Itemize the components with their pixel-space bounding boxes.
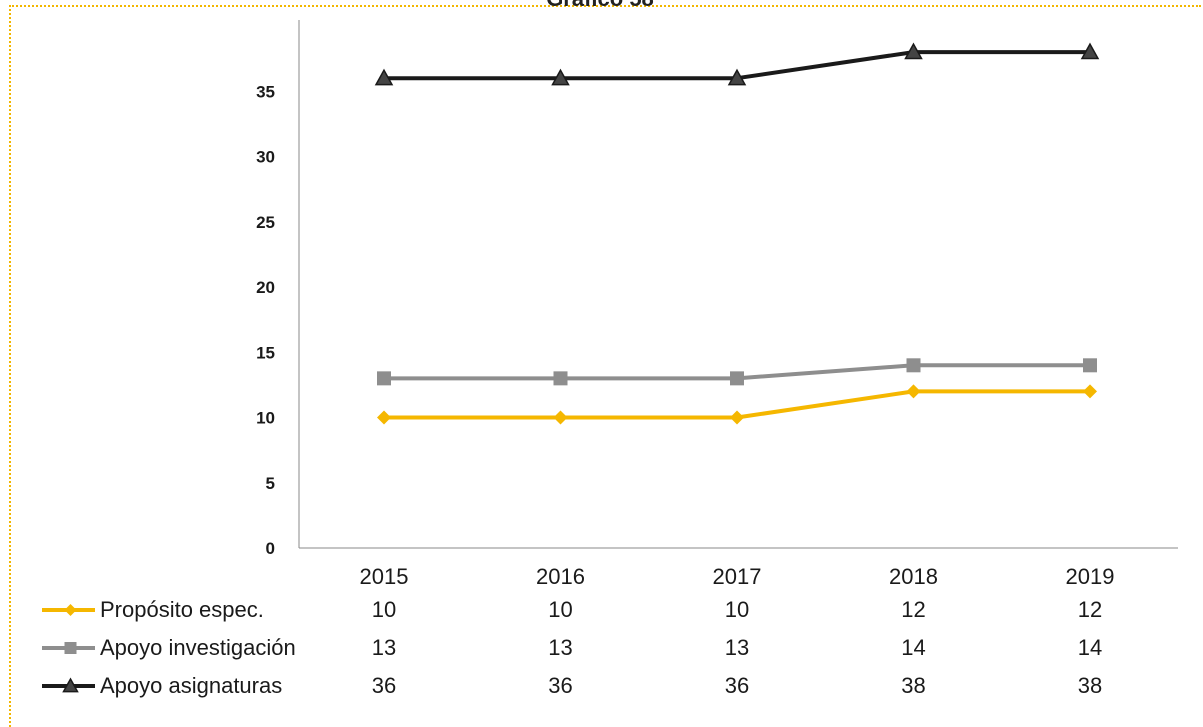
data-point (1083, 358, 1097, 373)
y-tick-label: 20 (256, 278, 275, 297)
y-axis-ticks: 0 5 10 15 20 25 30 35 (256, 82, 275, 558)
x-tick-label: 2019 (1066, 564, 1115, 589)
data-label: 36 (725, 673, 749, 698)
data-label: 38 (901, 673, 925, 698)
y-tick-label: 25 (256, 213, 275, 232)
data-label: 36 (548, 673, 572, 698)
data-label: 10 (372, 597, 396, 622)
data-label: 14 (1078, 635, 1102, 660)
data-label: 14 (901, 635, 925, 660)
data-label: 10 (725, 597, 749, 622)
legend-key-marker (64, 642, 77, 654)
legend-key-marker (64, 604, 77, 616)
x-tick-label: 2016 (536, 564, 585, 589)
data-label: 13 (372, 635, 396, 660)
chart-title: Gráfico 58 (546, 0, 654, 11)
data-point (377, 371, 391, 386)
data-point (906, 384, 921, 399)
y-tick-label: 5 (266, 474, 275, 493)
legend-key-marker (62, 677, 79, 693)
y-tick-label: 30 (256, 148, 275, 167)
data-label: 36 (372, 673, 396, 698)
data-point (1083, 384, 1097, 399)
series-markers (374, 42, 1100, 425)
data-point (551, 68, 570, 86)
data-point (1080, 42, 1100, 60)
data-label: 13 (725, 635, 749, 660)
data-point (730, 410, 744, 425)
data-point (377, 410, 391, 425)
legend-label: Apoyo investigación (100, 635, 296, 660)
data-point (553, 371, 568, 386)
series-lines (384, 50, 1090, 420)
legend-label: Propósito espec. (100, 597, 264, 622)
data-label: 12 (1078, 597, 1102, 622)
data-point (374, 68, 394, 86)
data-label: 10 (548, 597, 572, 622)
data-point (904, 42, 923, 60)
y-tick-label: 35 (256, 82, 275, 101)
data-label: 12 (901, 597, 925, 622)
chart-frame (9, 5, 1201, 727)
x-tick-label: 2018 (889, 564, 938, 589)
data-point (906, 358, 921, 373)
chart-axes (298, 20, 1178, 549)
data-label: 13 (548, 635, 572, 660)
x-tick-label: 2015 (360, 564, 409, 589)
y-tick-label: 0 (266, 539, 275, 558)
data-point (553, 410, 568, 425)
data-point (727, 68, 747, 86)
data-point (730, 371, 744, 386)
y-tick-label: 10 (256, 409, 275, 428)
x-tick-label: 2017 (713, 564, 762, 589)
data-table: Propósito espec. 10 10 10 12 12 Apoyo investig… (42, 597, 1102, 698)
x-axis-ticks: 2015 2016 2017 2018 2019 (360, 564, 1115, 589)
data-label: 38 (1078, 673, 1102, 698)
legend-label: Apoyo asignaturas (100, 673, 282, 698)
y-tick-label: 15 (256, 343, 275, 362)
